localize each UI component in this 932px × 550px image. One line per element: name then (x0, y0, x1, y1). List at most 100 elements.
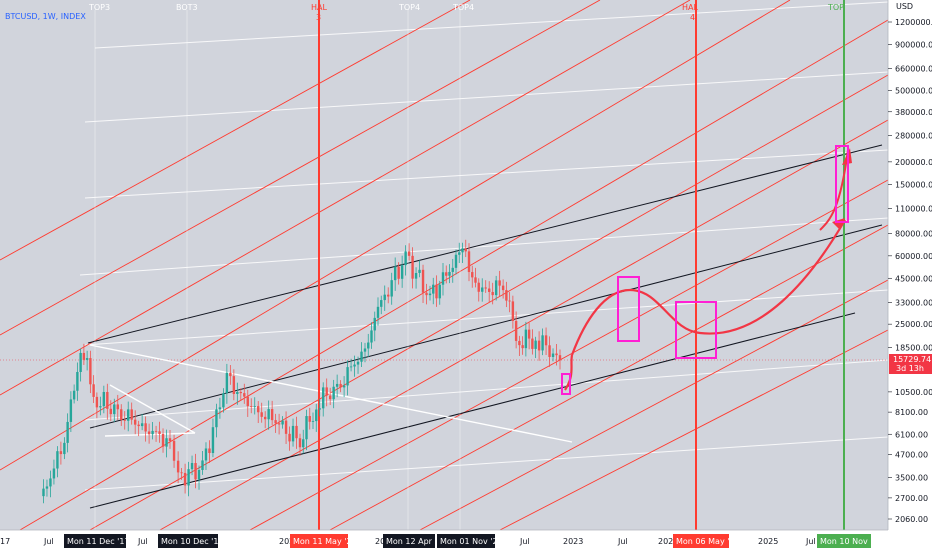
price-tick: 25000.00 (895, 320, 932, 329)
time-tick: 2023 (563, 537, 583, 546)
ann-top4-a: TOP4 (398, 3, 420, 12)
price-tick: 2060.00 (895, 515, 928, 524)
red-diag-5 (159, 119, 889, 531)
current-price-tag (889, 354, 932, 374)
candle-body (168, 438, 172, 442)
candle-body (161, 434, 165, 447)
candle-body (448, 271, 451, 276)
candle-body (218, 407, 222, 410)
white-line-2 (84, 71, 889, 123)
candle-body (397, 266, 400, 279)
price-tick: 10500.00 (895, 388, 932, 397)
candle-body (79, 352, 82, 372)
candle-body (498, 280, 501, 286)
candle-body (123, 419, 126, 421)
box-halving (675, 301, 717, 359)
black-top-line (87, 144, 883, 344)
candle-body (487, 288, 491, 292)
candle-body (387, 294, 390, 297)
ann-bot3: BOT3 (176, 3, 198, 12)
price-tick: 2700.00 (895, 494, 928, 503)
candle-body (147, 431, 151, 435)
red-diag-10 (0, 0, 601, 336)
candle-body (425, 292, 428, 296)
candle-body (137, 424, 140, 427)
time-tick: Jul (617, 537, 628, 546)
red-diag-1 (0, 0, 691, 396)
candle-body (551, 353, 555, 357)
candle-body (318, 408, 321, 410)
candle-body (511, 301, 515, 321)
candle-body (494, 280, 498, 296)
candle-body (461, 248, 464, 253)
candle-body (225, 372, 229, 394)
candle-body (208, 448, 211, 454)
time-tick: Jul (805, 537, 816, 546)
price-tick: 110000.00 (895, 205, 932, 214)
candle-body (555, 353, 558, 356)
candle-body (102, 391, 106, 407)
time-tick: 17 (0, 537, 10, 546)
candle-body (322, 387, 325, 409)
candle-body (151, 430, 154, 435)
price-tick: 3500.00 (895, 474, 928, 483)
price-tick: 4700.00 (895, 451, 928, 460)
candle-body (360, 351, 363, 362)
time-highlight: Mon 10 Dec '18 (161, 537, 224, 546)
price-tick: 6100.00 (895, 430, 928, 439)
box-top (835, 145, 849, 223)
candle-body (239, 392, 243, 394)
candle-body (474, 277, 477, 283)
price-tick: 150000.00 (895, 180, 932, 189)
candle-body (451, 267, 454, 272)
time-highlight: Mon 06 May '24 (676, 537, 740, 546)
time-highlight-bg (383, 534, 435, 548)
time-axis-ticks: 17 Jul Jul 2020 202 Jul 2023 Jul 2024 20… (0, 537, 816, 546)
ann-hal3-sub: 3 (316, 13, 321, 22)
candlestick-series (42, 239, 562, 504)
candle-body (85, 358, 89, 360)
candle-body (335, 383, 339, 387)
projection-start (564, 354, 574, 391)
candle-body (229, 372, 232, 377)
candle-body (308, 416, 311, 422)
candle-body (183, 472, 187, 486)
candle-body (356, 361, 360, 365)
candle-body (471, 272, 474, 278)
symbol-title[interactable]: BTCUSD, 1W, INDEX (5, 12, 86, 21)
candle-body (484, 287, 487, 289)
candle-body (99, 406, 102, 408)
candle-body (232, 376, 236, 395)
candle-body (363, 348, 367, 352)
black-mid-line (89, 224, 883, 429)
candle-body (89, 358, 92, 385)
candle-body (72, 390, 76, 400)
current-price-value: 15729.74 (893, 355, 931, 364)
candle-body (109, 408, 113, 415)
ann-top3: TOP3 (88, 3, 110, 12)
candle-body (481, 287, 484, 292)
candle-body (411, 255, 414, 279)
time-highlight: Mon 12 Apr '21 (386, 537, 447, 546)
candle-body (467, 251, 471, 273)
red-diag-2 (0, 0, 791, 471)
candle-body (263, 416, 267, 420)
candle-body (66, 421, 69, 443)
ann-top: TOP (827, 3, 844, 12)
price-tick: 280000.00 (895, 132, 932, 141)
candle-body (328, 395, 332, 400)
candle-body (291, 425, 295, 442)
candle-body (332, 386, 335, 400)
candle-body (246, 396, 249, 407)
price-axis-bg[interactable] (888, 0, 932, 550)
time-tick: Jul (137, 537, 148, 546)
time-highlight: Mon 11 May '20 (293, 537, 357, 546)
price-tick: 45000.00 (895, 274, 932, 283)
triangle-pattern (104, 384, 196, 437)
candle-body (491, 291, 494, 296)
ann-top4-b: TOP4 (452, 3, 474, 12)
candle-body (197, 469, 201, 480)
candle-body (133, 419, 137, 425)
